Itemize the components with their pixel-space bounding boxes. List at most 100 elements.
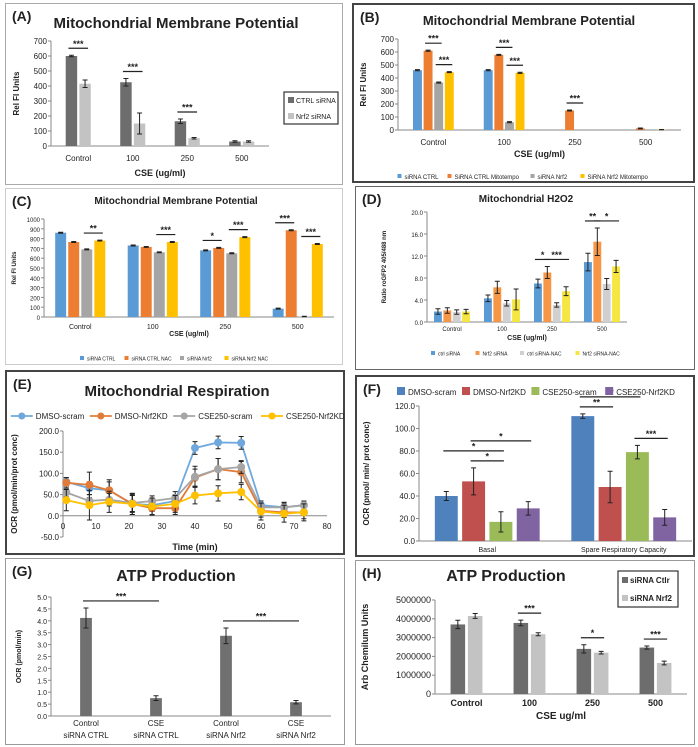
significance-label: * xyxy=(485,451,489,461)
x-tick-label: 80 xyxy=(323,522,332,531)
data-point xyxy=(299,508,308,517)
bar xyxy=(79,83,91,146)
error-bar xyxy=(246,140,252,143)
bar xyxy=(598,487,622,541)
category-label: Basal xyxy=(478,547,496,554)
bar xyxy=(516,508,540,541)
legend-label: SiRNA CTRL Mitotempo xyxy=(455,175,520,181)
data-point xyxy=(148,502,157,511)
error-bar xyxy=(153,695,159,702)
panel-h: (H) ATP Production 0 1000000 2000000 3000000 4… xyxy=(355,560,695,745)
bar xyxy=(290,702,302,716)
category-label: Control xyxy=(73,719,99,728)
legend-label: siRNA CTRL NAC xyxy=(132,357,172,363)
error-bar xyxy=(191,136,197,140)
legend-swatch xyxy=(605,387,614,395)
error-bar xyxy=(455,619,461,630)
legend-marker xyxy=(18,412,26,420)
significance-label: *** xyxy=(509,56,520,66)
legend-label: siRNA CTRL xyxy=(405,175,440,181)
error-bar xyxy=(425,49,431,52)
bar xyxy=(226,253,238,317)
data-point xyxy=(214,438,223,447)
chart-b: (B) Mitochondrial Membrane Potential 0 100 2… xyxy=(359,9,681,181)
y-tick-label: 1000000 xyxy=(396,670,431,680)
panel-label: (E) xyxy=(13,376,32,392)
bar xyxy=(133,123,146,146)
error-bar xyxy=(454,309,460,315)
y-tick-label: 0 xyxy=(426,689,431,699)
bar xyxy=(543,272,552,322)
y-axis-label: Rel FI Units xyxy=(12,251,18,285)
y-tick-label: 200 xyxy=(381,100,395,109)
error-bar xyxy=(143,245,149,248)
category-label: 500 xyxy=(597,327,608,333)
y-tick-label: 500 xyxy=(34,67,48,76)
chart-d: (D) Mitochondrial H2O2 0.0 4.0 8.0 12.0 16.0 20… xyxy=(362,191,627,358)
y-tick-label: 300 xyxy=(381,87,395,96)
category-label: 100 xyxy=(497,327,508,333)
y-tick-label: 100 xyxy=(30,306,41,312)
y-tick-label: 1.0 xyxy=(37,690,47,697)
chart-title: Mitochondrial H2O2 xyxy=(479,194,574,205)
x-tick-label: 0 xyxy=(61,522,66,531)
y-tick-label: 0.0 xyxy=(404,537,416,546)
significance-label: ** xyxy=(593,397,601,407)
significance-label: * xyxy=(605,211,609,221)
error-bar xyxy=(84,248,90,251)
bar xyxy=(653,517,677,541)
x-axis-label: CSE (ug/ml) xyxy=(169,331,209,338)
bar xyxy=(493,287,502,322)
bar xyxy=(150,698,162,716)
error-bar xyxy=(169,241,175,244)
data-point xyxy=(237,488,246,497)
y-tick-label: 100 xyxy=(381,113,395,122)
y-tick-label: 300 xyxy=(30,287,41,293)
bar xyxy=(434,82,444,130)
y-tick-label: 8.0 xyxy=(415,277,424,283)
bar xyxy=(512,299,520,322)
category-label: CSE xyxy=(288,719,304,728)
panel-b: (B) Mitochondrial Membrane Potential 0 100 2… xyxy=(352,3,695,183)
panel-d: (D) Mitochondrial H2O2 0.0 4.0 8.0 12.0 16.0 20… xyxy=(355,186,695,370)
y-tick-label: 150.0 xyxy=(39,448,60,457)
y-tick-label: 4.0 xyxy=(415,299,424,305)
x-tick-label: 10 xyxy=(92,522,101,531)
error-bar xyxy=(275,307,281,310)
chart-c: (C) Mitochondrial Membrane Potential 0 100 2… xyxy=(12,193,334,363)
bar xyxy=(423,50,433,131)
chart-f: (F) 0.0 20.0 40.0 60.0 80.0 100.0 120.0 OCR (pmo… xyxy=(362,381,692,554)
y-tick-label: 2.0 xyxy=(37,666,47,673)
chart-e: (E) Mitochondrial Respiration -50.0 0.0 50.0… xyxy=(10,376,345,552)
significance-label: *** xyxy=(233,220,244,230)
x-axis-label: CSE ug/ml xyxy=(536,711,586,722)
error-bar xyxy=(71,241,77,244)
significance-label: *** xyxy=(116,591,127,601)
error-bar xyxy=(607,470,613,504)
bar xyxy=(65,56,78,146)
error-bar xyxy=(472,613,478,619)
x-tick-label: 20 xyxy=(125,522,134,531)
bar xyxy=(220,635,232,716)
panel-e: (E) Mitochondrial Respiration -50.0 0.0 50.0… xyxy=(5,370,345,555)
panel-c: (C) Mitochondrial Membrane Potential 0 100 2… xyxy=(5,188,343,365)
error-bar xyxy=(446,71,452,74)
category-label: 250 xyxy=(181,154,195,163)
data-point xyxy=(171,499,180,508)
category-label: Control xyxy=(420,138,446,147)
error-bar xyxy=(598,650,604,655)
y-tick-label: 50.0 xyxy=(43,491,59,500)
chart-h: (H) ATP Production 0 1000000 2000000 3000000 4… xyxy=(360,565,687,722)
significance-label: *** xyxy=(428,34,439,44)
chart-title: Mitochondrial Membrane Potential xyxy=(94,196,258,207)
panel-label: (B) xyxy=(360,9,379,25)
x-tick-label: 30 xyxy=(158,522,167,531)
bar xyxy=(576,648,592,694)
chart-title: Mitochondrial Membrane Potential xyxy=(423,13,635,28)
legend-swatch xyxy=(397,387,405,395)
significance-label: *** xyxy=(570,93,581,103)
bar xyxy=(272,308,284,317)
y-tick-label: 0 xyxy=(390,126,395,135)
legend-label: Nrf2 siRNA xyxy=(483,352,509,358)
error-bar xyxy=(82,79,88,88)
